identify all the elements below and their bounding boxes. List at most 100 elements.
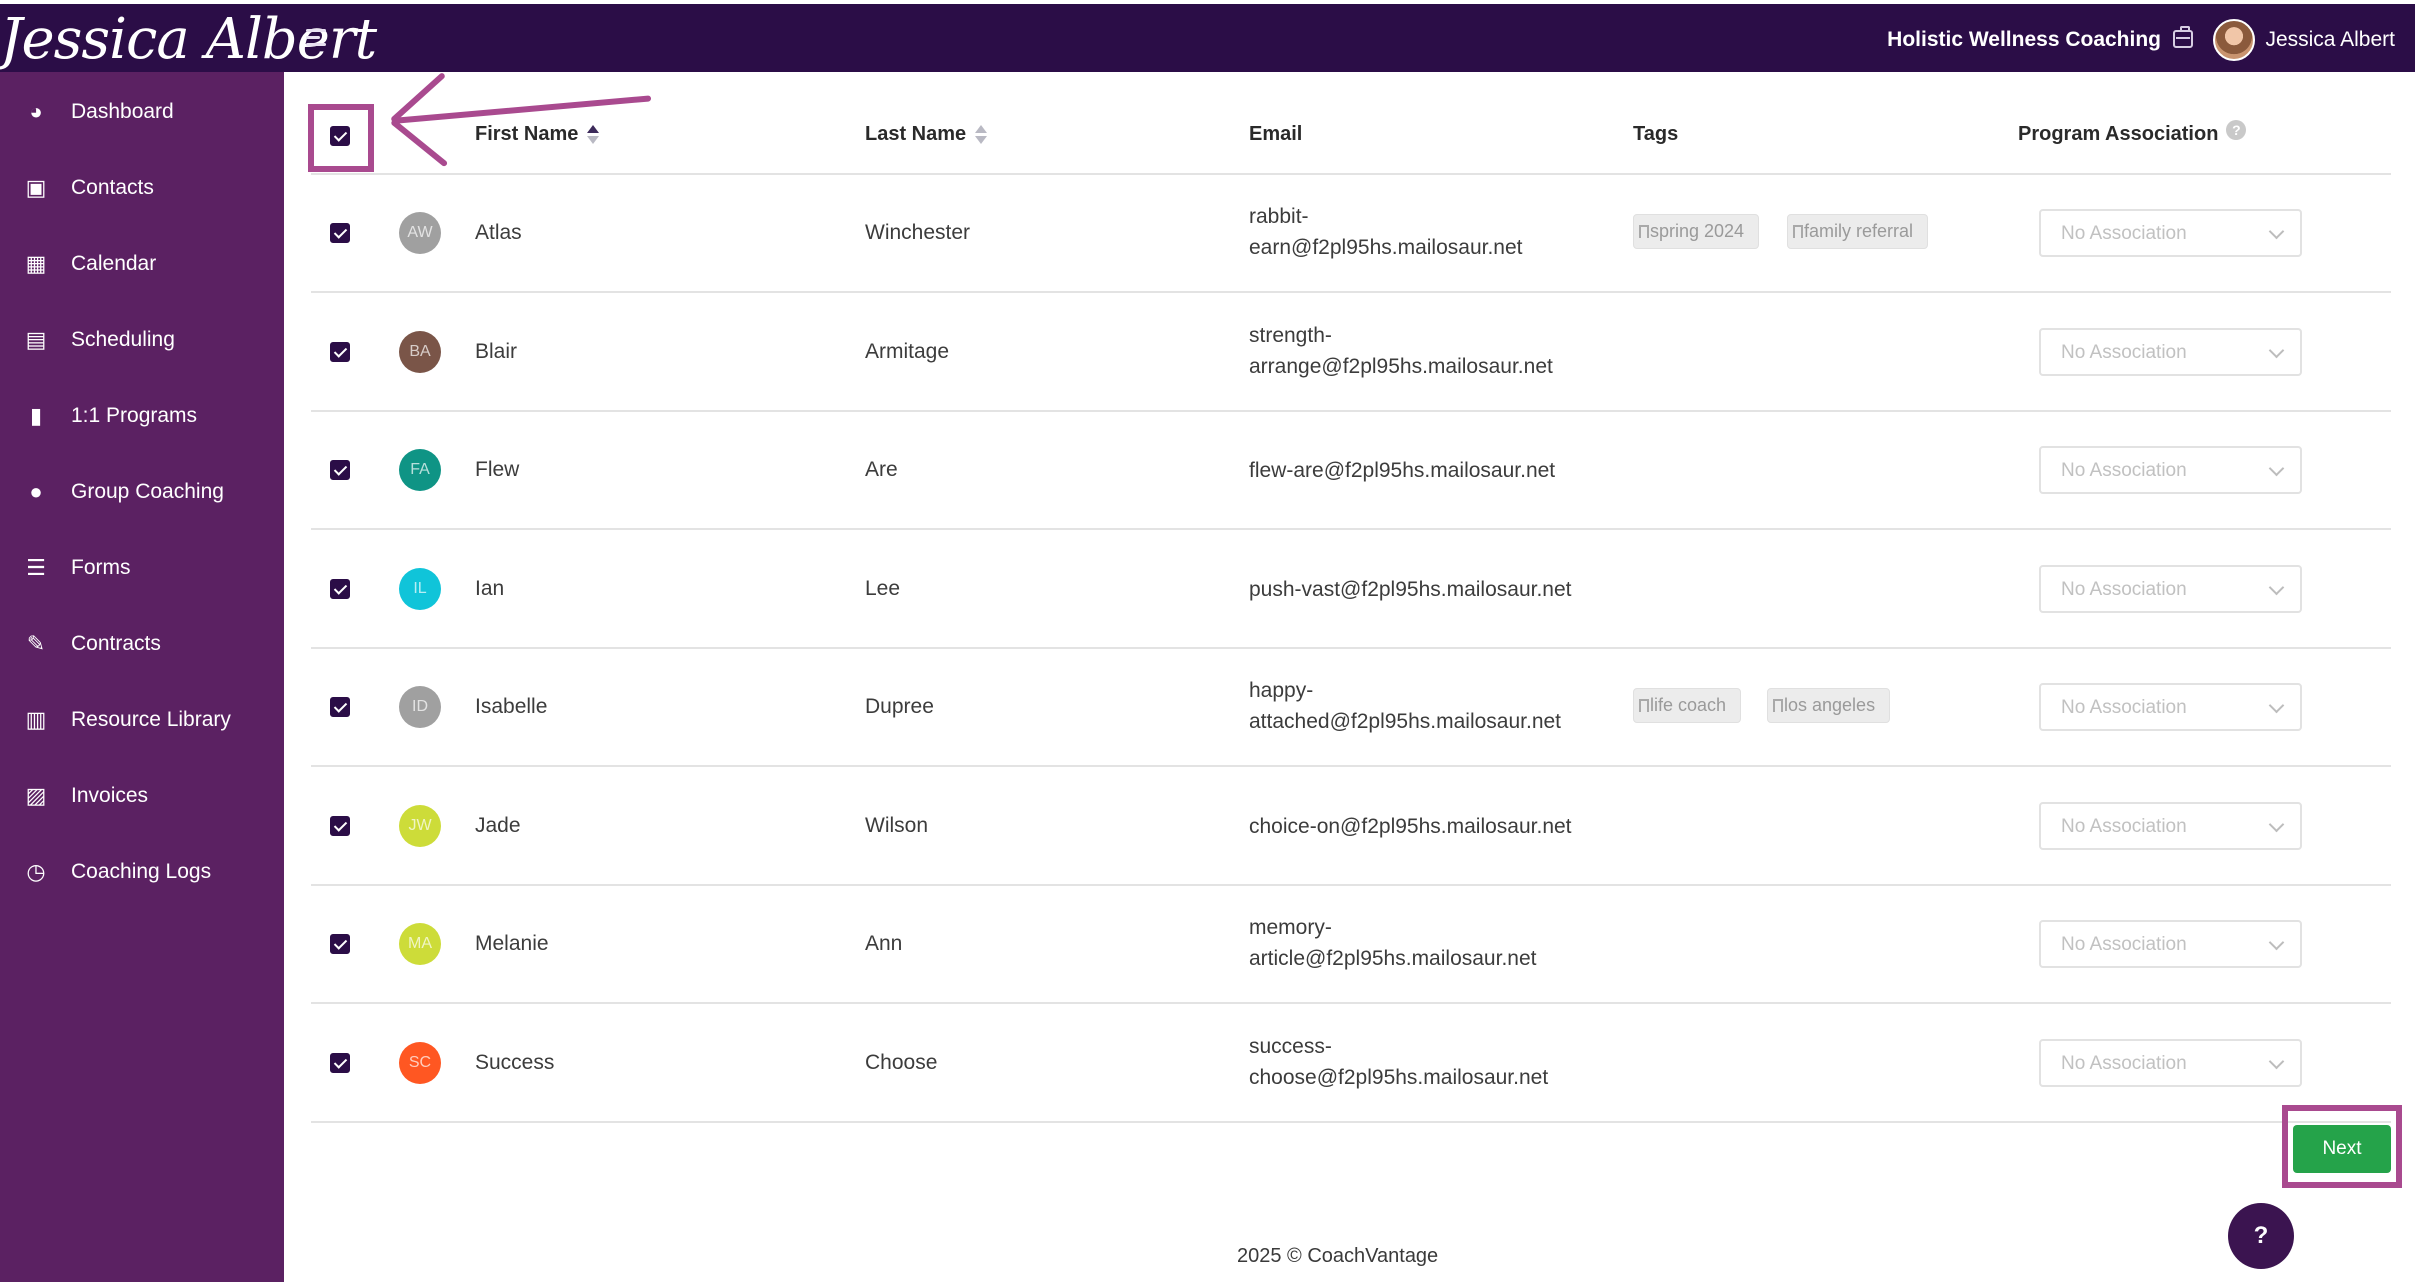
- select-all-checkbox[interactable]: [330, 126, 350, 146]
- first-name-cell: Ian: [475, 577, 505, 600]
- column-header-last-name[interactable]: Last Name: [865, 120, 988, 148]
- avatar: BA: [399, 331, 441, 373]
- sidebar-item-dashboard[interactable]: ◕ Dashboard: [0, 84, 284, 140]
- sidebar-item-label: Contracts: [71, 632, 161, 655]
- help-circle-icon[interactable]: ?: [2226, 120, 2247, 140]
- sort-ascending-icon: [586, 124, 600, 145]
- tag-chip: spring 2024: [1633, 214, 1760, 249]
- email-line: choose@f2pl95hs.mailosaur.net: [1249, 1066, 1549, 1089]
- avatar: FA: [399, 449, 441, 491]
- program-association-select[interactable]: No Association: [2039, 920, 2302, 968]
- sidebar-item-calendar[interactable]: ▦ Calendar: [0, 236, 284, 292]
- user-name[interactable]: Jessica Albert: [2265, 28, 2395, 51]
- email-line: arrange@f2pl95hs.mailosaur.net: [1249, 355, 1553, 378]
- tag-label: los angeles: [1784, 695, 1876, 715]
- sidebar-item-group-coaching[interactable]: ● Group Coaching: [0, 464, 284, 520]
- program-association-select[interactable]: No Association: [2039, 1039, 2302, 1087]
- help-button[interactable]: ?: [2228, 1203, 2294, 1269]
- tag-label: life coach: [1650, 695, 1727, 715]
- row-divider: [311, 647, 2391, 649]
- tag-chip: los angeles: [1767, 688, 1891, 723]
- avatar: IL: [399, 568, 441, 610]
- user-avatar[interactable]: [2213, 19, 2255, 61]
- last-name-cell: Choose: [865, 1051, 938, 1074]
- business-name[interactable]: Holistic Wellness Coaching: [1887, 28, 2161, 51]
- highlight-box-select-all: [308, 104, 374, 172]
- first-name-cell: Atlas: [475, 221, 522, 244]
- sidebar: ◕ Dashboard ▣ Contacts ▦ Calendar ▤ Sche…: [0, 72, 284, 1282]
- first-name-cell: Jade: [475, 814, 521, 837]
- menu-toggle-icon[interactable]: [302, 26, 332, 54]
- select-value: No Association: [2061, 342, 2187, 363]
- select-value: No Association: [2061, 460, 2187, 481]
- row-checkbox[interactable]: [330, 342, 350, 362]
- sidebar-item-label: Scheduling: [71, 328, 175, 351]
- column-header-email: Email: [1249, 123, 1303, 145]
- column-header-first-name[interactable]: First Name: [475, 120, 600, 148]
- clock-icon: ◷: [26, 859, 46, 884]
- row-divider: [311, 528, 2391, 530]
- bookmark-icon: [1639, 225, 1649, 238]
- footer-copyright: 2025 © CoachVantage: [1237, 1245, 1439, 1267]
- select-value: No Association: [2061, 934, 2187, 955]
- row-checkbox[interactable]: [330, 816, 350, 836]
- column-header-program-association: Program Association?: [2018, 120, 2247, 148]
- row-checkbox[interactable]: [330, 934, 350, 954]
- select-value: No Association: [2061, 697, 2187, 718]
- tag-label: family referral: [1804, 221, 1914, 241]
- sidebar-item-contracts[interactable]: ✎ Contracts: [0, 616, 284, 672]
- program-association-select[interactable]: No Association: [2039, 565, 2302, 613]
- tag-chip: life coach: [1633, 688, 1742, 723]
- group-icon: ●: [29, 479, 43, 504]
- sidebar-item-scheduling[interactable]: ▤ Scheduling: [0, 312, 284, 368]
- select-value: No Association: [2061, 579, 2187, 600]
- sidebar-item-label: Contacts: [71, 176, 154, 199]
- email-line: flew-are@f2pl95hs.mailosaur.net: [1249, 459, 1556, 482]
- column-header-label: Program Association: [2018, 123, 2219, 145]
- sidebar-item-programs[interactable]: ▮ 1:1 Programs: [0, 388, 284, 444]
- last-name-cell: Lee: [865, 577, 901, 600]
- email-line: rabbit-: [1249, 205, 1309, 228]
- program-association-select[interactable]: No Association: [2039, 328, 2302, 376]
- sidebar-item-resource-library[interactable]: ▥ Resource Library: [0, 692, 284, 748]
- briefcase-icon[interactable]: [2173, 26, 2193, 48]
- email-cell: push-vast@f2pl95hs.mailosaur.net: [1249, 574, 1619, 605]
- email-cell: flew-are@f2pl95hs.mailosaur.net: [1249, 455, 1619, 486]
- bookmark-icon: [1793, 225, 1803, 238]
- program-association-select[interactable]: No Association: [2039, 446, 2302, 494]
- sidebar-item-label: 1:1 Programs: [71, 404, 198, 427]
- highlight-box-next: [2282, 1105, 2402, 1188]
- program-association-select[interactable]: No Association: [2039, 683, 2302, 731]
- sidebar-item-label: Resource Library: [71, 708, 231, 731]
- sidebar-item-contacts[interactable]: ▣ Contacts: [0, 160, 284, 216]
- sidebar-item-forms[interactable]: ☰ Forms: [0, 540, 284, 596]
- avatar: MA: [399, 923, 441, 965]
- email-line: attached@f2pl95hs.mailosaur.net: [1249, 710, 1562, 733]
- last-name-cell: Ann: [865, 932, 903, 955]
- row-checkbox[interactable]: [330, 579, 350, 599]
- email-cell: happy-attached@f2pl95hs.mailosaur.net: [1249, 675, 1619, 737]
- book-icon: ▮: [29, 403, 43, 428]
- chevron-down-icon: [2268, 1053, 2285, 1070]
- email-line: earn@f2pl95hs.mailosaur.net: [1249, 236, 1523, 259]
- row-checkbox[interactable]: [330, 1053, 350, 1073]
- avatar: JW: [399, 805, 441, 847]
- program-association-select[interactable]: No Association: [2039, 209, 2302, 257]
- email-cell: success-choose@f2pl95hs.mailosaur.net: [1249, 1031, 1619, 1093]
- first-name-cell: Blair: [475, 340, 518, 363]
- next-button[interactable]: Next: [2293, 1125, 2391, 1173]
- row-checkbox[interactable]: [330, 223, 350, 243]
- sidebar-item-invoices[interactable]: ▨ Invoices: [0, 768, 284, 824]
- sort-icon: [974, 124, 988, 145]
- sidebar-item-coaching-logs[interactable]: ◷ Coaching Logs: [0, 844, 284, 900]
- bookmark-icon: [1639, 699, 1649, 712]
- sidebar-item-label: Forms: [71, 556, 131, 579]
- program-association-select[interactable]: No Association: [2039, 802, 2302, 850]
- last-name-cell: Are: [865, 458, 898, 481]
- chevron-down-icon: [2268, 223, 2285, 240]
- row-checkbox[interactable]: [330, 697, 350, 717]
- contacts-icon: ▣: [25, 175, 47, 200]
- brand-logo[interactable]: Jessica Albert: [0, 7, 377, 72]
- row-checkbox[interactable]: [330, 460, 350, 480]
- select-value: No Association: [2061, 223, 2187, 244]
